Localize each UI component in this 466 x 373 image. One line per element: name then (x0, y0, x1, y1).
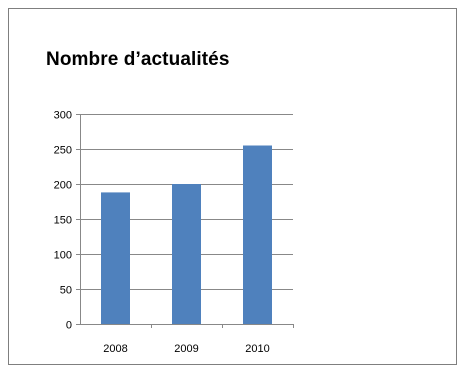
chart-frame: Nombre d’actualités (8, 8, 457, 365)
y-tick-label: 300 (54, 110, 72, 122)
y-tick-label: 50 (60, 285, 72, 297)
chart-title: Nombre d’actualités (46, 49, 230, 70)
y-tick-label: 200 (54, 180, 72, 192)
x-tick-label: 2010 (245, 343, 269, 355)
x-tick-label: 2008 (103, 343, 127, 355)
y-tick-label: 150 (54, 215, 72, 227)
bar-2010 (243, 145, 272, 324)
bar-2009 (172, 184, 201, 324)
y-tick-label: 100 (54, 250, 72, 262)
y-tick-label: 250 (54, 145, 72, 157)
bar-2008 (101, 192, 130, 324)
x-tick-label: 2009 (174, 343, 198, 355)
y-tick-label: 0 (66, 320, 72, 332)
